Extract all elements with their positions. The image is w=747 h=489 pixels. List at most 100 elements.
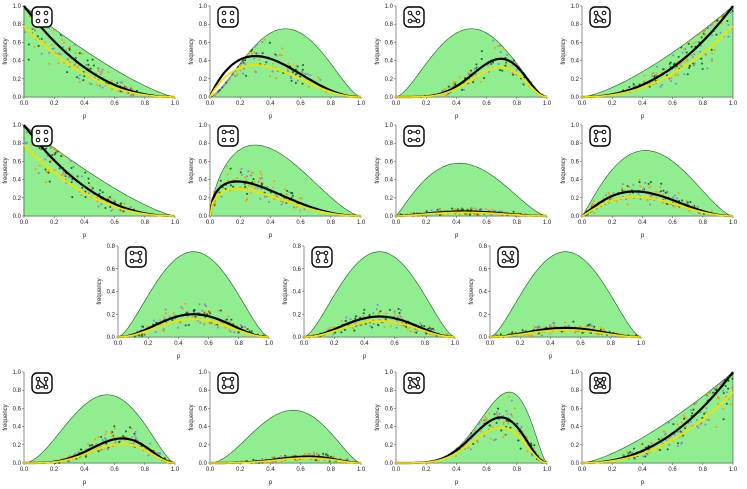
data-point: [96, 200, 99, 203]
y-tick-label: 1.0: [385, 123, 394, 129]
data-point: [226, 318, 229, 321]
y-tick-label: 1.0: [571, 370, 580, 376]
data-point: [599, 327, 603, 330]
data-point: [727, 398, 730, 401]
data-point: [176, 326, 180, 329]
data-point: [354, 315, 357, 318]
y-tick-label: 0.0: [199, 461, 208, 467]
data-point: [74, 52, 77, 55]
data-point: [710, 34, 714, 37]
data-point: [511, 331, 514, 334]
data-point: [668, 437, 671, 440]
data-point: [651, 72, 654, 75]
motif-node: [229, 384, 235, 390]
y-tick-label: 0.0: [571, 214, 580, 220]
data-point: [159, 319, 162, 322]
data-point: [243, 62, 246, 65]
data-point: [502, 422, 505, 426]
data-point: [259, 178, 262, 181]
y-tick-label: 0.2: [199, 196, 208, 202]
data-point: [581, 331, 584, 334]
motif-node: [601, 18, 607, 24]
data-point: [642, 186, 645, 189]
data-point: [291, 454, 294, 457]
x-tick-label: 0.6: [110, 101, 119, 107]
data-point: [119, 81, 122, 84]
data-point: [104, 206, 107, 210]
data-point: [693, 53, 696, 56]
data-point: [309, 453, 312, 456]
x-tick-label: 0.0: [300, 341, 309, 347]
data-point: [101, 191, 104, 194]
data-point: [677, 191, 680, 195]
data-point: [317, 459, 320, 463]
data-point: [675, 82, 678, 85]
data-point: [495, 412, 498, 416]
data-point: [660, 182, 663, 185]
data-point: [519, 447, 522, 450]
x-tick-label: 0.4: [360, 341, 369, 347]
motif-node: [501, 250, 507, 256]
data-point: [731, 377, 734, 380]
data-point: [680, 442, 683, 445]
x-tick-label: 0.6: [482, 467, 491, 473]
x-tick-label: 0.8: [513, 467, 522, 473]
data-point: [225, 165, 229, 168]
data-point: [643, 74, 646, 77]
data-point: [130, 87, 133, 90]
data-point: [647, 182, 650, 185]
motif-node: [221, 10, 227, 16]
data-point: [291, 71, 295, 74]
data-point: [81, 52, 84, 55]
data-point: [290, 79, 293, 82]
data-point: [592, 200, 595, 203]
data-point: [342, 461, 345, 465]
data-point: [284, 188, 287, 191]
data-point: [700, 57, 703, 60]
y-tick-label: 0.2: [385, 196, 394, 202]
data-point: [91, 58, 94, 61]
x-tick-label: 0.8: [421, 341, 430, 347]
x-tick-label: 1.0: [543, 467, 552, 473]
data-point: [109, 432, 113, 435]
data-point: [68, 159, 71, 162]
chart-svg-r1c1: 0.0 0.2 0.4 0.6 0.8 1.0 0.0 0.2 0.4 0.6 0.8 1.0 p fre…: [3, 4, 180, 120]
x-axis-label: p: [455, 233, 459, 239]
x-tick-label: 0.0: [578, 101, 587, 107]
data-point: [261, 52, 264, 55]
x-tick-label: 0.2: [236, 220, 245, 226]
data-point: [676, 197, 679, 200]
data-point: [62, 171, 65, 174]
data-point: [483, 419, 486, 422]
data-point: [715, 385, 719, 388]
y-tick-label: 0.0: [13, 214, 22, 220]
data-point: [501, 436, 505, 439]
data-point: [90, 83, 93, 86]
feasible-envelope: [209, 28, 362, 98]
data-point: [425, 210, 428, 213]
data-point: [496, 45, 499, 48]
y-tick-label: 0.6: [571, 159, 580, 165]
y-tick-label: 0.6: [199, 406, 208, 412]
y-tick-label: 0.8: [199, 388, 208, 394]
data-point: [107, 446, 110, 449]
motif-node: [229, 376, 235, 382]
data-point: [696, 205, 699, 208]
y-tick-label: 0.0: [293, 335, 302, 341]
x-tick-label: 0.8: [699, 220, 708, 226]
data-point: [517, 439, 520, 442]
data-point: [68, 454, 71, 457]
motif-node: [593, 129, 599, 135]
x-tick-label: 0.4: [452, 101, 461, 107]
data-point: [534, 326, 538, 329]
data-point: [649, 441, 652, 444]
data-point: [564, 321, 567, 324]
data-point: [669, 80, 672, 83]
feasible-envelope: [489, 251, 642, 338]
data-point: [654, 190, 658, 193]
data-point: [685, 51, 688, 54]
data-point: [260, 176, 263, 179]
data-point: [684, 425, 688, 428]
data-point: [317, 76, 320, 79]
motif-node: [601, 129, 607, 135]
